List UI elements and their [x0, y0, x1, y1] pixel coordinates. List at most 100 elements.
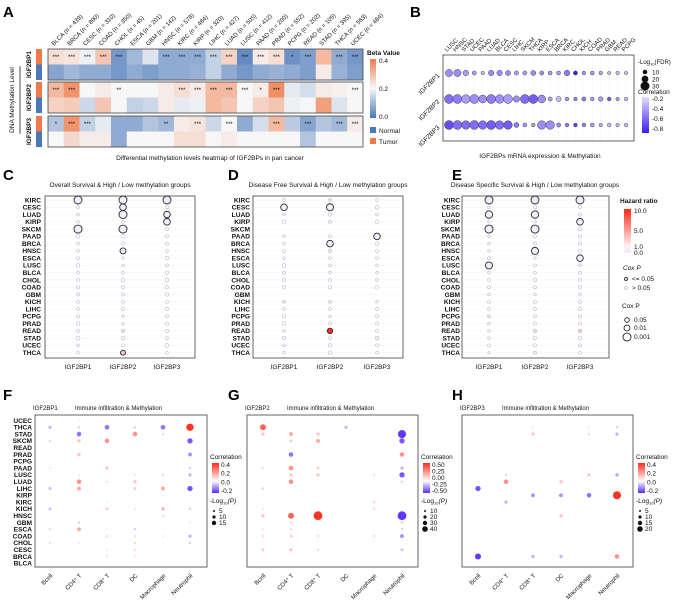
heatmap-cell: [95, 116, 112, 132]
survival-row-label: KICH: [444, 299, 460, 306]
survival-dot: [533, 241, 537, 246]
significance-stars: ***: [273, 55, 281, 61]
survival-row-label: SKCM: [441, 226, 461, 233]
immune-corr-legend-title: Correlation: [421, 454, 453, 461]
b-dot: [453, 69, 462, 77]
immune-dot: [373, 487, 375, 490]
normal-row-bar: [36, 97, 42, 113]
immune-column-label: Bcell: [41, 573, 54, 586]
immune-dot: [532, 521, 534, 524]
immune-corr-tick: 0.00: [432, 475, 445, 482]
immune-dot: [373, 514, 375, 517]
immune-dot: [345, 542, 347, 544]
immune-dot: [49, 562, 51, 565]
panel-b-plot-area: [442, 54, 635, 142]
immune-size-marker: [422, 526, 428, 532]
survival-dot: [76, 241, 80, 246]
significance-stars: ***: [210, 55, 218, 61]
panel-label-e: E: [452, 167, 462, 184]
heatmap-cell: [158, 116, 175, 132]
immune-dot: [188, 534, 192, 538]
heatmap-cell: [205, 82, 222, 98]
survival-dot: [120, 349, 126, 356]
immune-dot: [400, 521, 404, 524]
immune-dot: [106, 419, 108, 422]
immune-dot: [616, 521, 618, 524]
immune-dot: [588, 508, 590, 510]
survival-dot: [326, 203, 334, 212]
immune-dot: [261, 534, 265, 538]
immune-dot: [290, 501, 292, 503]
heatmap-cell: [252, 131, 269, 148]
survival-dot: [487, 205, 491, 209]
b-row-label: IGF2BP3: [418, 124, 442, 148]
immune-dot: [289, 528, 293, 531]
significance-stars: ***: [210, 88, 218, 94]
immune-dot: [317, 494, 319, 497]
immune-dot: [49, 474, 51, 476]
immune-dot: [373, 426, 375, 429]
immune-dot: [397, 511, 407, 521]
immune-dot: [400, 528, 404, 531]
survival-dot: [76, 343, 80, 348]
immune-dot: [290, 446, 292, 449]
survival-dot: [120, 277, 126, 283]
immune-corr-tick: -0.50: [432, 488, 447, 495]
immune-dot: [290, 426, 292, 429]
hr-tick: 0.0: [634, 250, 643, 257]
survival-dot: [281, 219, 287, 224]
survival-dot: [487, 321, 491, 326]
survival-dot: [76, 256, 80, 260]
immune-dot: [345, 460, 347, 463]
survival-dot: [533, 292, 537, 297]
immune-dot: [588, 514, 590, 517]
immune-column-label: Bcell: [254, 573, 267, 586]
immune-dot: [616, 528, 618, 531]
immune-row-label: LUSC: [14, 472, 32, 479]
survival-dot: [374, 219, 380, 224]
heatmap-cell: [48, 49, 65, 65]
survival-dot: [487, 220, 491, 224]
immune-dot: [288, 479, 294, 485]
survival-dot: [282, 329, 286, 333]
immune-dot: [49, 555, 51, 558]
survival-row-label: LUSC: [23, 263, 41, 270]
heatmap-cell: [284, 64, 301, 81]
b-dot: [471, 70, 477, 76]
immune-dot: [504, 500, 508, 504]
heatmap-cell: [331, 82, 348, 98]
survival-dot: [165, 299, 169, 304]
significance-stars: ***: [304, 55, 312, 61]
nonsig-marker: [624, 286, 628, 290]
heatmap-cell: [48, 97, 65, 114]
survival-dot: [282, 350, 286, 355]
survival-row-label: LUAD: [442, 212, 461, 219]
immune-dot: [401, 419, 403, 422]
immune-dot: [317, 562, 319, 565]
panel-label-d: D: [228, 167, 239, 184]
survival-row-label: BLCA: [23, 270, 42, 277]
heatmap-cell: [221, 131, 238, 148]
immune-dot: [104, 438, 110, 444]
size-label: 0.01: [634, 325, 647, 332]
immune-dot: [345, 521, 347, 524]
survival-dot: [374, 241, 380, 246]
survival-dot: [121, 220, 125, 224]
immune-dot: [397, 430, 407, 439]
b-dot: [495, 94, 505, 104]
immune-column-label: CD8⁺ T: [92, 572, 112, 592]
survival-dot: [76, 249, 80, 253]
survival-dot: [578, 292, 582, 297]
survival-dot: [282, 343, 286, 348]
heatmap-cell: [126, 131, 143, 148]
immune-dot: [373, 480, 375, 483]
survival-row-label: LIHC: [235, 306, 251, 313]
immune-plot-area: [34, 414, 208, 568]
survival-row-label: READ: [231, 328, 250, 335]
immune-dot: [560, 440, 562, 442]
survival-dot: [375, 278, 379, 282]
immune-dot: [588, 480, 590, 483]
b-dot: [615, 123, 620, 127]
immune-dot: [77, 439, 81, 443]
